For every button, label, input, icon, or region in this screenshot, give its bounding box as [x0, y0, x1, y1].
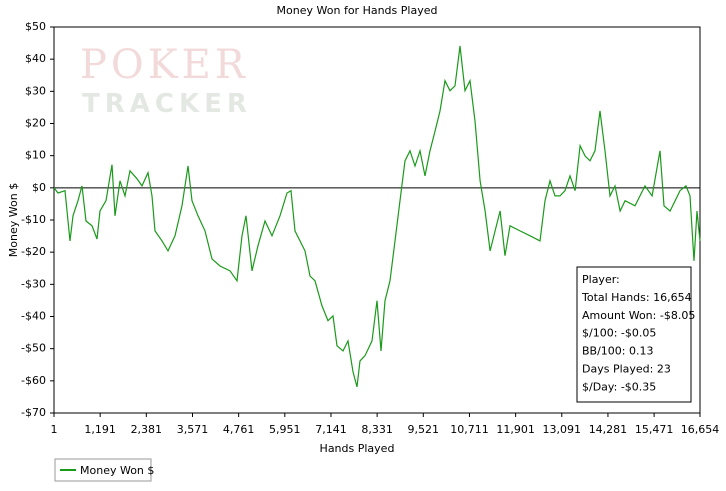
x-tick-label: 13,091 [543, 423, 582, 436]
series-line [53, 45, 701, 388]
stats-line: $/Day: -$0.35 [582, 380, 656, 393]
chart-title: Money Won for Hands Played [277, 4, 438, 17]
x-axis-label: Hands Played [320, 442, 395, 455]
stats-line: Total Hands: 16,654 [581, 291, 692, 304]
y-tick-label: -$20 [21, 245, 46, 258]
x-tick-label: 1,191 [84, 423, 116, 436]
x-tick-label: 9,521 [408, 423, 440, 436]
y-tick-label: $0 [32, 181, 46, 194]
y-tick-label: $50 [25, 20, 46, 33]
y-tick-label: -$40 [21, 310, 46, 323]
y-tick-label: $40 [25, 52, 46, 65]
x-tick-label: 2,381 [131, 423, 163, 436]
x-tick-label: 15,471 [635, 423, 674, 436]
y-tick-label: -$30 [21, 277, 46, 290]
x-tick-label: 5,951 [269, 423, 301, 436]
stats-line: $/100: -$0.05 [582, 327, 656, 340]
x-tick-label: 8,331 [361, 423, 393, 436]
legend-label: Money Won $ [80, 464, 154, 477]
x-tick-label: 16,654 [681, 423, 720, 436]
stats-line: Days Played: 23 [582, 363, 671, 376]
x-tick-label: 1 [51, 423, 58, 436]
y-tick-label: $20 [25, 117, 46, 130]
stats-line: Player: [582, 273, 620, 286]
x-tick-label: 3,571 [177, 423, 209, 436]
watermark: TRACKER [82, 89, 252, 119]
watermark: POKER [80, 42, 249, 88]
y-tick-label: $10 [25, 149, 46, 162]
y-tick-label: -$50 [21, 342, 46, 355]
x-tick-label: 7,141 [315, 423, 347, 436]
stats-line: Amount Won: -$8.05 [582, 309, 695, 322]
y-tick-label: -$60 [21, 374, 46, 387]
stats-line: BB/100: 0.13 [582, 345, 654, 358]
stats-box [576, 266, 692, 403]
y-tick-label: -$70 [21, 406, 46, 419]
x-tick-label: 14,281 [589, 423, 628, 436]
x-tick-label: 11,901 [496, 423, 535, 436]
x-tick-label: 10,711 [450, 423, 489, 436]
y-tick-label: $30 [25, 84, 46, 97]
x-tick-label: 4,761 [223, 423, 255, 436]
y-tick-label: -$10 [21, 213, 46, 226]
legend [54, 458, 152, 482]
y-axis-label: Money Won $ [7, 183, 20, 257]
